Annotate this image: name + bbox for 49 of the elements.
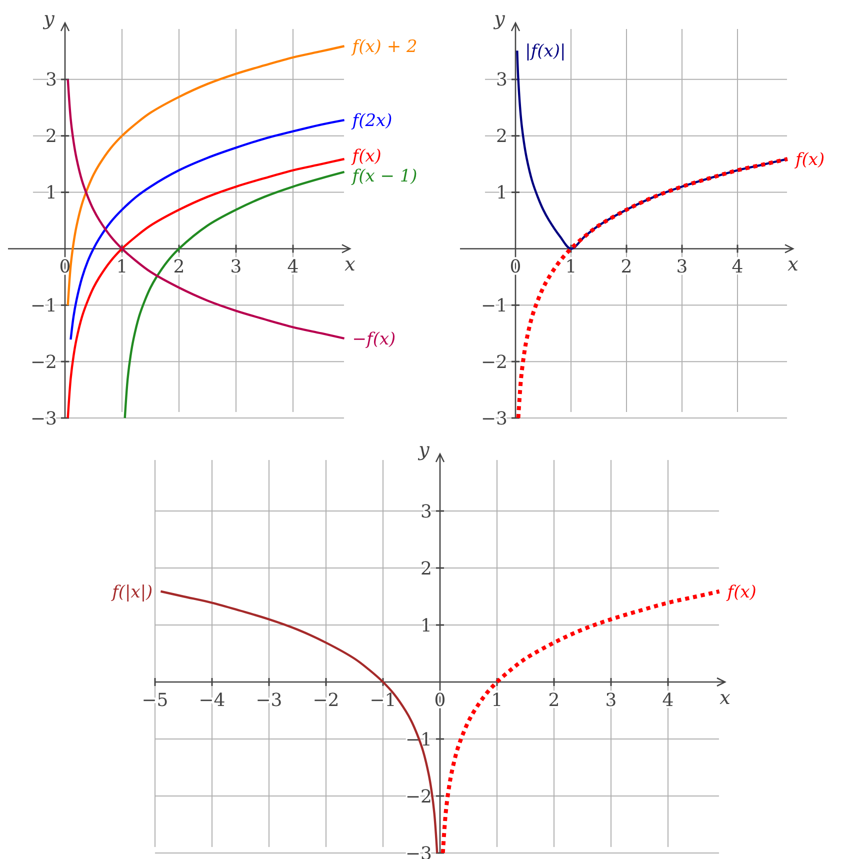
x-tick-label: −5 <box>142 690 168 711</box>
series-label: f(x − 1) <box>350 166 418 186</box>
x-tick-label: 1 <box>116 256 128 278</box>
y-tick-label: 2 <box>46 126 57 148</box>
y-tick-label: −1 <box>480 295 508 316</box>
line-series <box>124 170 346 420</box>
x-tick-label: 2 <box>548 690 560 711</box>
y-tick-label: 3 <box>46 70 57 91</box>
series-label: −f(x) <box>352 329 396 350</box>
series-label: f(2x) <box>350 111 392 132</box>
y-tick-label: 2 <box>420 558 432 580</box>
y-axis-title: y <box>418 439 430 461</box>
x-tick-label: 1 <box>565 256 577 278</box>
y-tick-label: 2 <box>496 126 508 148</box>
x-tick-label: 3 <box>230 256 242 278</box>
line-series <box>70 118 346 341</box>
x-tick-label: 2 <box>620 256 632 278</box>
y-tick-label: 1 <box>496 182 508 204</box>
y-tick-label: −3 <box>480 408 508 430</box>
x-tick-label: 4 <box>287 256 299 278</box>
y-tick-label: −2 <box>30 352 57 373</box>
x-tick-label: 3 <box>676 256 688 278</box>
x-tick-label: 3 <box>605 690 617 711</box>
x-axis-title: x <box>788 254 799 276</box>
y-axis-title: y <box>42 8 55 30</box>
y-axis-title: y <box>493 8 506 30</box>
x-tick-label: −1 <box>370 690 396 711</box>
x-tick-label: 2 <box>173 256 185 278</box>
x-axis-title: x <box>720 687 731 709</box>
series-label: f(|x|) <box>110 582 153 602</box>
y-tick-label: −3 <box>30 408 57 430</box>
x-tick-label: −2 <box>312 690 340 711</box>
y-tick-label: 1 <box>46 182 57 204</box>
series-label: f(x) <box>350 146 382 166</box>
y-tick-label: −2 <box>405 786 432 808</box>
y-tick-label: 3 <box>496 70 508 91</box>
series-label: f(x) <box>725 582 756 602</box>
x-tick-label: 4 <box>662 690 674 711</box>
x-tick-label: −3 <box>256 690 282 711</box>
x-axis-title: x <box>344 254 356 276</box>
series-label: |f(x)| <box>525 42 566 62</box>
series-label: f(x) <box>793 150 825 170</box>
y-tick-label: −1 <box>30 295 57 316</box>
y-tick-label: 1 <box>420 615 432 636</box>
y-tick-label: −2 <box>480 352 508 373</box>
series-label: f(x) + 2 <box>350 37 418 58</box>
y-tick-label: 3 <box>420 501 432 522</box>
x-tick-label: 4 <box>732 256 744 278</box>
x-tick-label: −4 <box>198 690 226 711</box>
